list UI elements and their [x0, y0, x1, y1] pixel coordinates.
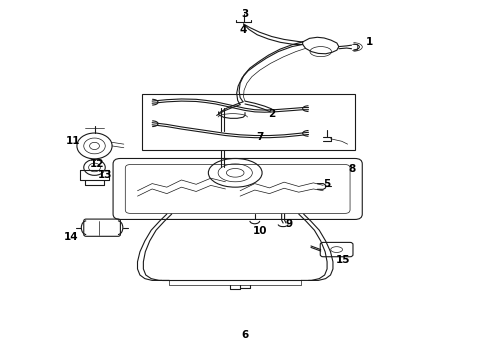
Text: 10: 10	[252, 226, 267, 236]
Text: 1: 1	[366, 37, 373, 47]
Text: 6: 6	[242, 330, 248, 340]
Bar	[143, 94, 355, 149]
Text: 4: 4	[240, 25, 247, 35]
Text: 11: 11	[66, 136, 80, 146]
Text: 13: 13	[98, 170, 112, 180]
Text: 5: 5	[323, 179, 331, 189]
Text: 9: 9	[285, 219, 293, 229]
Text: 3: 3	[242, 9, 248, 19]
Text: 8: 8	[348, 164, 355, 174]
Text: 12: 12	[90, 159, 105, 169]
Text: 2: 2	[268, 109, 275, 119]
Text: 15: 15	[336, 255, 350, 265]
Text: 14: 14	[64, 232, 79, 242]
Text: 7: 7	[256, 132, 263, 142]
